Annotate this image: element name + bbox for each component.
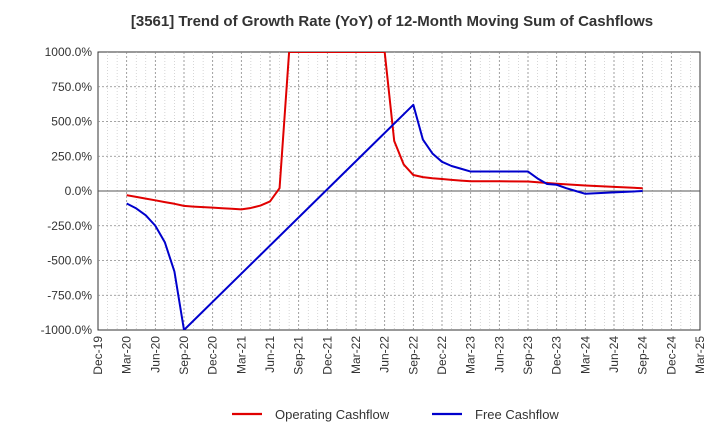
y-tick-label: 750.0% [51,80,92,94]
y-tick-label: -500.0% [47,254,92,268]
x-tick-label: Jun-20 [148,336,162,373]
x-tick-label: Sep-23 [521,336,535,375]
x-tick-label: Mar-21 [234,336,248,374]
series-line-free-cashflow [126,103,643,330]
x-tick-label: Jun-24 [607,336,621,373]
chart-title: [3561] Trend of Growth Rate (YoY) of 12-… [131,13,653,30]
y-tick-label: 500.0% [51,115,92,129]
x-tick-label: Jun-23 [492,336,506,373]
x-tick-label: Jun-22 [378,336,392,373]
x-tick-label: Dec-19 [91,336,105,375]
y-tick-label: -250.0% [47,219,92,233]
x-tick-label: Sep-24 [636,336,650,375]
x-tick-label: Dec-21 [320,336,334,375]
x-tick-label: Dec-23 [550,336,564,375]
x-tick-label: Mar-24 [578,336,592,374]
x-tick-label: Dec-20 [206,336,220,375]
x-tick-label: Dec-24 [664,336,678,375]
x-tick-label: Mar-20 [120,336,134,374]
legend: Operating Cashflow Free Cashflow [232,407,559,422]
x-tick-label: Jun-21 [263,336,277,373]
series-layer [126,52,643,330]
y-tick-label: -1000.0% [41,323,93,337]
x-tick-label: Mar-25 [693,336,707,374]
x-tick-label: Mar-23 [464,336,478,374]
legend-label-operating-cashflow: Operating Cashflow [275,407,390,422]
y-tick-label: 250.0% [51,149,92,163]
x-tick-label: Sep-21 [292,336,306,375]
x-tick-label: Sep-22 [406,336,420,375]
y-tick-label: 0.0% [65,184,93,198]
series-line-operating-cashflow [126,52,643,211]
x-tick-label: Mar-22 [349,336,363,374]
grid [97,51,701,331]
axes: 1000.0% 750.0% 500.0% 250.0% 0.0% -250.0% -500… [41,45,707,375]
y-tick-label: -750.0% [47,288,92,302]
y-tick-label: 1000.0% [45,45,93,59]
x-tick-label: Dec-22 [435,336,449,375]
legend-label-free-cashflow: Free Cashflow [475,407,559,422]
x-tick-label: Sep-20 [177,336,191,375]
